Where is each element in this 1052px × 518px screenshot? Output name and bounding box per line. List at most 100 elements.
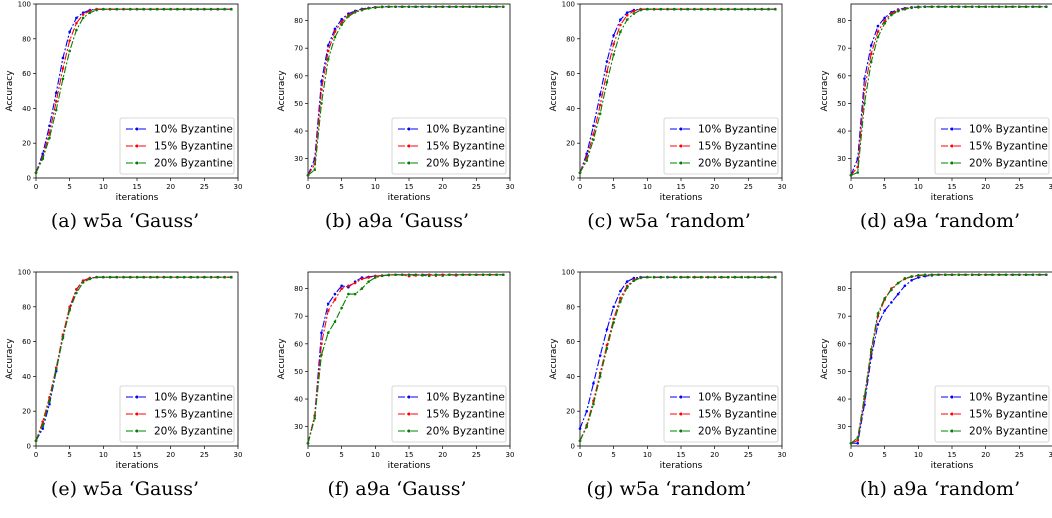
legend-label: 10% Byzantine <box>426 124 505 136</box>
data-point <box>182 275 186 279</box>
data-point <box>306 173 310 177</box>
data-point <box>122 7 125 11</box>
legend-box <box>391 117 507 175</box>
data-point <box>666 275 669 279</box>
data-point <box>693 7 696 11</box>
data-point <box>693 275 696 279</box>
x-tick-label: 15 <box>677 183 686 191</box>
y-tick-label: 40 <box>22 373 31 381</box>
data-point <box>957 5 961 9</box>
data-point <box>434 273 438 277</box>
data-point <box>203 275 206 279</box>
data-point <box>639 276 642 280</box>
data-point <box>605 328 609 331</box>
y-tick-label: 80 <box>566 35 575 43</box>
y-tick-label: 20 <box>22 408 31 416</box>
data-point <box>320 80 323 83</box>
legend-label: 15% Byzantine <box>969 409 1048 421</box>
y-axis-label: Accuracy <box>549 70 559 112</box>
legend-marker <box>950 395 954 399</box>
data-point <box>659 7 663 11</box>
data-point <box>461 5 465 9</box>
data-point <box>917 6 920 9</box>
x-axis-label: iterations <box>931 193 974 203</box>
legend-label: 15% Byzantine <box>154 409 233 421</box>
y-tick-label: 100 <box>562 1 575 9</box>
chart-caption: (a) w5a ‘Gauss’ <box>50 210 200 232</box>
data-point <box>367 7 370 10</box>
x-tick-label: 25 <box>1015 183 1024 191</box>
data-point <box>950 5 954 9</box>
data-point <box>196 275 199 279</box>
data-point <box>488 5 492 9</box>
data-point <box>598 93 602 96</box>
y-tick-label: 50 <box>837 100 846 108</box>
data-point <box>863 88 866 91</box>
data-point <box>720 275 723 279</box>
y-tick-label: 50 <box>294 100 303 108</box>
legend-label: 10% Byzantine <box>154 392 233 404</box>
y-axis-label: Accuracy <box>549 338 559 380</box>
data-point <box>910 6 913 10</box>
legend-label: 20% Byzantine <box>426 426 505 438</box>
legend-marker <box>407 127 411 131</box>
data-point <box>320 88 323 91</box>
legend-marker <box>679 161 683 165</box>
data-point <box>991 273 994 277</box>
x-axis-label: iterations <box>660 193 703 203</box>
x-tick-label: 5 <box>339 451 343 459</box>
legend-box <box>663 385 779 443</box>
data-point <box>61 336 65 340</box>
data-point <box>326 44 330 47</box>
data-point <box>367 280 370 283</box>
x-tick-label: 0 <box>578 451 582 459</box>
data-point <box>75 16 78 20</box>
data-point <box>182 7 186 11</box>
legend-label: 15% Byzantine <box>154 141 233 153</box>
x-tick-label: 0 <box>306 183 310 191</box>
legend-marker <box>407 161 411 165</box>
data-point <box>890 288 893 292</box>
data-point <box>1011 5 1014 9</box>
data-point <box>320 331 323 335</box>
series-line <box>850 6 1047 176</box>
data-point <box>223 275 226 279</box>
data-point <box>1044 5 1048 9</box>
chart-caption: (d) a9a ‘random’ <box>859 210 1021 232</box>
series-line <box>307 6 504 176</box>
x-tick-label: 15 <box>948 451 957 459</box>
chart-panel: 0 5 10 15 20 25 30 30 40 50 60 70 80 iterations Accura… <box>815 0 1052 250</box>
y-tick-label: 40 <box>566 105 575 113</box>
data-point <box>54 108 58 112</box>
data-point <box>333 27 337 31</box>
legend-marker <box>679 144 683 148</box>
data-point <box>481 5 485 9</box>
data-point <box>625 11 629 14</box>
data-point <box>223 7 226 11</box>
legend-marker <box>679 395 683 399</box>
y-tick-label: 60 <box>837 340 846 348</box>
x-tick-label: 10 <box>371 183 380 191</box>
x-tick-label: 20 <box>166 451 175 459</box>
x-tick-label: 10 <box>914 183 923 191</box>
data-point <box>997 5 1001 9</box>
legend-label: 10% Byzantine <box>426 392 505 404</box>
data-point <box>387 5 391 9</box>
legend-marker <box>135 412 139 416</box>
data-point <box>68 305 71 309</box>
y-tick-label: 60 <box>566 70 575 78</box>
chart-svg: 0 5 10 15 20 25 30 0 20 40 60 80 100 iterations Accura… <box>549 1 786 204</box>
data-point <box>115 7 119 11</box>
legend-marker <box>135 144 139 148</box>
data-point <box>856 436 860 440</box>
data-point <box>863 102 866 105</box>
chart-caption: (g) w5a ‘random’ <box>586 478 752 500</box>
data-point <box>666 7 669 11</box>
chart-svg: 0 5 10 15 20 25 30 0 20 40 60 80 100 iterations Accura… <box>5 269 242 472</box>
chart-caption: (f) a9a ‘Gauss’ <box>327 478 467 500</box>
data-point <box>448 273 451 277</box>
data-point <box>353 292 357 296</box>
data-point <box>598 375 602 378</box>
data-point <box>930 273 934 277</box>
data-point <box>896 292 900 296</box>
